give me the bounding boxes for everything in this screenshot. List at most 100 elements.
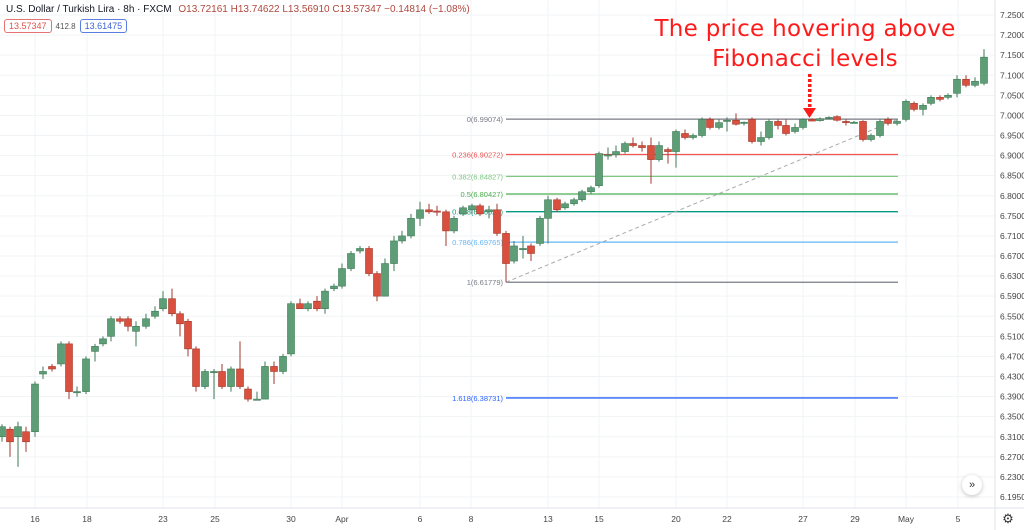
- candle-down: [493, 209, 501, 234]
- candle-up: [91, 346, 99, 352]
- candle-up: [919, 105, 927, 110]
- candle-up: [73, 391, 81, 394]
- candle-up: [604, 154, 612, 157]
- time-tick-label: 18: [82, 514, 92, 524]
- price-tick-label: 6.90000: [1000, 151, 1024, 161]
- fib-level-label: 0.382(6.84827): [452, 172, 503, 181]
- time-tick-label: 16: [30, 514, 40, 524]
- fib-level-label: 1(6.61779): [467, 278, 504, 287]
- candle-down: [476, 205, 484, 215]
- candle-down: [365, 248, 373, 274]
- candle-down: [270, 366, 278, 372]
- candle-down: [236, 368, 244, 387]
- candle-down: [647, 145, 655, 160]
- gear-icon: ⚙: [1002, 511, 1014, 526]
- candle-down: [842, 121, 850, 123]
- candle-up: [740, 121, 748, 124]
- candle-up: [416, 209, 424, 219]
- candle-down: [22, 431, 30, 443]
- candle-down: [313, 300, 321, 310]
- fibonacci-retracement[interactable]: 0(6.99074) 0.236(6.90272) 0.382(6.84827) 0.…: [452, 115, 899, 403]
- candle-up: [893, 121, 901, 124]
- candle-down: [124, 318, 132, 327]
- price-tick-label: 6.71000: [1000, 231, 1024, 241]
- candle-up: [519, 248, 527, 250]
- price-tick-label: 6.27000: [1000, 452, 1024, 462]
- candle-down: [962, 78, 970, 86]
- candle-down: [48, 366, 56, 370]
- price-tick-label: 6.31000: [1000, 432, 1024, 442]
- candle-up: [99, 338, 107, 345]
- time-tick-label: 15: [594, 514, 604, 524]
- time-tick-label: 30: [286, 514, 296, 524]
- candle-up: [14, 426, 22, 438]
- candle-up: [279, 356, 287, 372]
- price-tick-label: 6.23000: [1000, 472, 1024, 482]
- bid-price-badge[interactable]: 13.57347: [4, 19, 52, 33]
- time-tick-label: 27: [798, 514, 808, 524]
- price-tick-label: 6.47000: [1000, 351, 1024, 361]
- candle-up: [715, 122, 723, 128]
- time-tick-label: 20: [671, 514, 681, 524]
- candle-up: [757, 137, 765, 142]
- candle-up: [381, 263, 389, 297]
- chart-settings-button[interactable]: ⚙: [1000, 511, 1016, 527]
- candle-down: [774, 121, 782, 126]
- candle-up: [927, 97, 935, 104]
- candle-up: [0, 426, 6, 438]
- candle-up: [587, 187, 595, 193]
- candle-up: [304, 303, 312, 310]
- annotation-text: The price hovering above Fibonacci level…: [640, 14, 970, 74]
- candle-up: [390, 240, 398, 264]
- candle-up: [407, 218, 415, 237]
- price-tick-label: 7.25000: [1000, 10, 1024, 20]
- time-tick-label: 22: [722, 514, 732, 524]
- candle-up: [82, 358, 90, 392]
- candle-down: [244, 388, 252, 400]
- ask-price-badge[interactable]: 13.61475: [79, 19, 128, 33]
- price-tick-label: 7.00000: [1000, 110, 1024, 120]
- candle-up: [980, 56, 988, 84]
- candle-up: [468, 205, 476, 211]
- candle-up: [689, 135, 697, 138]
- candle-up: [338, 268, 346, 287]
- candle-down: [502, 233, 510, 264]
- candle-down: [748, 119, 756, 142]
- price-tick-label: 7.20000: [1000, 30, 1024, 40]
- annotation-line-2: Fibonacci levels: [712, 46, 898, 72]
- candle-up: [107, 318, 115, 337]
- candle-down: [936, 97, 944, 100]
- bid-ask-badges: 13.57347 412.8 13.61475: [4, 19, 128, 33]
- scroll-to-realtime-button[interactable]: »: [962, 475, 982, 495]
- candle-up: [253, 398, 261, 401]
- fib-trend-line[interactable]: [505, 118, 899, 283]
- candle-down: [910, 103, 918, 110]
- candle-up: [944, 95, 952, 98]
- dotted-arrow-icon: [803, 74, 816, 118]
- candle-up: [723, 119, 731, 122]
- candle-up: [210, 371, 218, 373]
- candle-up: [57, 343, 65, 365]
- price-axis[interactable]: 7.25000 7.20000 7.15000 7.10000 7.05000 7.000…: [1000, 10, 1024, 502]
- price-tick-label: 6.67000: [1000, 251, 1024, 261]
- candle-down: [6, 428, 14, 443]
- candle-down: [808, 119, 816, 122]
- fib-level-label: 0.236(6.90272): [452, 150, 503, 159]
- candle-up: [510, 245, 518, 262]
- candle-up: [791, 127, 799, 132]
- candle-down: [629, 143, 637, 146]
- candle-up: [536, 218, 544, 244]
- time-tick-label: 8: [469, 514, 474, 524]
- candle-up: [799, 119, 807, 128]
- candle-down: [527, 245, 535, 254]
- candle-down: [833, 116, 841, 121]
- candle-up: [201, 371, 209, 387]
- candle-down: [859, 121, 867, 140]
- candle-down: [884, 119, 892, 124]
- candle-up: [142, 318, 150, 327]
- candle-up: [570, 199, 578, 205]
- candle-down: [664, 149, 672, 152]
- candle-up: [825, 117, 833, 119]
- time-axis[interactable]: 16 18 23 25 30 Apr 6 8 13 15 20 22 27 29 May 5: [30, 514, 960, 524]
